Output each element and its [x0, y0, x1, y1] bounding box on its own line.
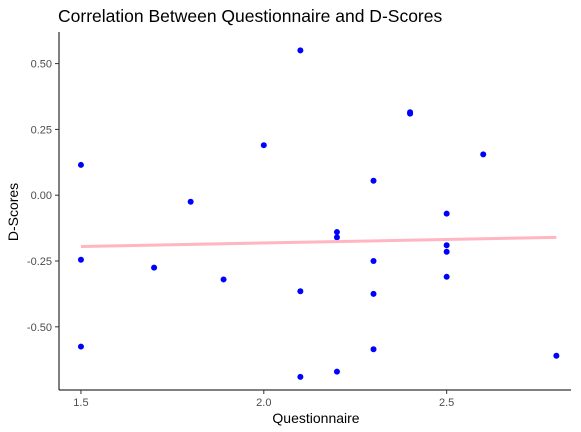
data-point-9	[297, 373, 304, 380]
x-tick-label-2: 2.5	[439, 397, 454, 409]
x-tick-label-0: 1.5	[73, 397, 88, 409]
ticks-layer: 1.5 2.0 2.5 0.50 0.25 0.00 -0.25 -0.50	[27, 59, 454, 409]
y-axis-title: D-Scores	[5, 183, 21, 241]
data-point-2	[77, 343, 84, 350]
x-axis-title: Questionnaire	[272, 410, 359, 426]
data-point-3	[151, 264, 158, 271]
trend-line	[80, 235, 557, 249]
data-point-14	[370, 258, 377, 265]
axes-layer	[58, 32, 571, 391]
data-point-24	[553, 352, 560, 359]
data-point-15	[370, 290, 377, 297]
data-point-0	[77, 161, 84, 168]
chart-title: Correlation Between Questionnaire and D-…	[58, 6, 442, 26]
data-point-1	[77, 256, 84, 263]
y-tick-label-2: 0.00	[31, 190, 52, 202]
y-tick-label-1: 0.25	[31, 124, 52, 136]
data-point-4	[187, 198, 194, 205]
data-point-13	[370, 177, 377, 184]
y-tick-label-0: 0.50	[31, 59, 52, 71]
data-point-5	[220, 276, 227, 283]
data-point-23	[480, 151, 487, 158]
data-point-10	[333, 229, 340, 236]
y-tick-label-3: -0.25	[27, 256, 52, 268]
data-point-16	[370, 346, 377, 353]
data-point-8	[297, 288, 304, 295]
data-point-18	[407, 110, 414, 117]
data-point-7	[297, 47, 304, 54]
data-point-21	[443, 248, 450, 255]
y-tick-label-4: -0.50	[27, 322, 52, 334]
data-point-20	[443, 242, 450, 249]
data-point-22	[443, 273, 450, 280]
trend-layer	[80, 235, 557, 249]
data-point-19	[443, 210, 450, 217]
points-layer	[77, 47, 560, 380]
x-tick-label-1: 2.0	[256, 397, 271, 409]
data-point-6	[260, 142, 267, 149]
data-point-11	[333, 234, 340, 241]
data-point-12	[333, 368, 340, 375]
